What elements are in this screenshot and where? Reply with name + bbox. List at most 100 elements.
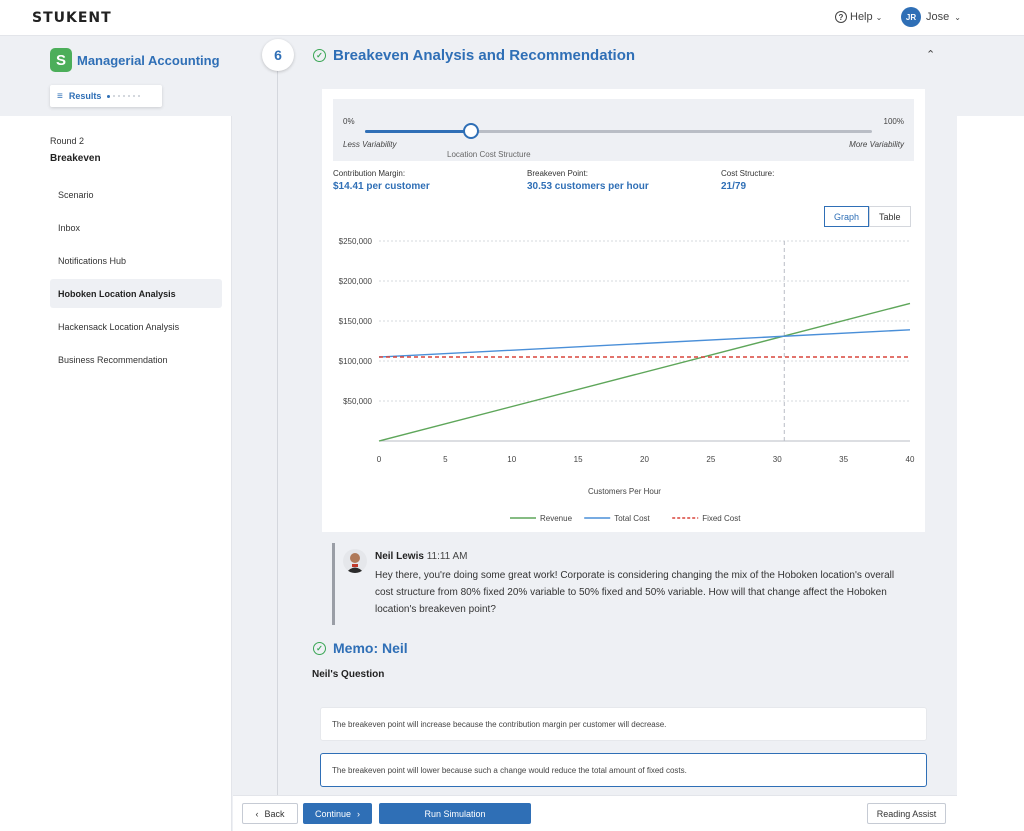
legend-label: Fixed Cost: [702, 514, 741, 523]
help-icon: ?: [835, 11, 847, 23]
user-name: Jose: [926, 11, 950, 23]
bottom-bar: ‹ Back Continue › Run Simulation Reading…: [233, 795, 957, 831]
main-content: 6 ✓ Breakeven Analysis and Recommendatio…: [233, 36, 957, 795]
slider-handle[interactable]: [463, 123, 480, 139]
chevron-left-icon: ‹: [255, 808, 259, 819]
graph-tab[interactable]: Graph: [824, 206, 870, 227]
legend-label: Revenue: [540, 514, 573, 523]
check-circle-icon: ✓: [313, 641, 326, 655]
sidebar: S Managerial Accounting ≡ Results Round …: [0, 36, 232, 831]
question-label: Neil's Question: [312, 669, 385, 680]
legend-label: Total Cost: [614, 514, 650, 523]
breakeven-point-value: 30.53 customers per hour: [527, 181, 649, 192]
chevron-right-icon: ›: [357, 808, 361, 819]
sidebar-item-hackensack-location-analysis[interactable]: Hackensack Location Analysis: [58, 321, 180, 332]
series-line-total-cost: [378, 329, 911, 358]
breakeven-point-label: Breakeven Point:: [527, 169, 588, 178]
memo-title: ✓ Memo: Neil: [313, 640, 408, 656]
x-tick-label: 20: [640, 455, 649, 464]
right-gutter: [957, 36, 1024, 831]
avatar: JR: [901, 7, 921, 27]
y-tick-label: $50,000: [343, 397, 372, 406]
x-tick-label: 35: [839, 455, 848, 464]
results-button[interactable]: ≡ Results: [50, 85, 162, 107]
slider-right-caption: More Variability: [849, 140, 904, 149]
reading-assist-button[interactable]: Reading Assist: [867, 803, 946, 824]
back-label: Back: [264, 808, 285, 819]
chevron-down-icon: ⌄: [954, 12, 961, 22]
cost-structure-slider: 0% 100% Less Variability More Variabilit…: [333, 99, 914, 161]
contribution-margin-value: $14.41 per customer: [333, 181, 430, 192]
x-tick-label: 0: [377, 455, 382, 464]
x-axis-label: Customers Per Hour: [588, 487, 661, 496]
help-menu[interactable]: ? Help ⌄: [835, 11, 882, 23]
author-avatar: [343, 549, 367, 573]
breakeven-point: Breakeven Point: 30.53 customers per hou…: [527, 169, 649, 192]
x-tick-label: 40: [906, 455, 915, 464]
step-rail: [277, 66, 278, 795]
check-circle-icon: ✓: [313, 49, 326, 62]
sidebar-nav: Scenario Inbox Notifications Hub Hoboken…: [50, 180, 222, 378]
view-toggle: Graph Table: [824, 206, 911, 227]
memo-title-text: Memo: Neil: [333, 640, 408, 656]
section-title[interactable]: ✓ Breakeven Analysis and Recommendation: [313, 47, 635, 64]
message-author: Neil Lewis: [375, 551, 424, 562]
y-tick-label: $150,000: [339, 317, 373, 326]
continue-label: Continue: [314, 808, 352, 819]
cost-structure-label: Cost Structure:: [721, 169, 775, 178]
x-tick-label: 30: [773, 455, 782, 464]
continue-button[interactable]: Continue ›: [303, 803, 372, 824]
course-title: Managerial Accounting: [77, 52, 220, 68]
slider-fill: [365, 130, 472, 133]
cost-structure-value: 21/79: [721, 181, 747, 192]
chevron-up-icon[interactable]: ⌃: [926, 49, 936, 61]
sidebar-item-notifications-hub[interactable]: Notifications Hub: [58, 255, 127, 266]
message-card: Neil Lewis 11:11 AM Hey there, you're do…: [332, 543, 916, 625]
run-simulation-button[interactable]: Run Simulation: [379, 803, 531, 824]
message-time: 11:11 AM: [426, 551, 468, 562]
analysis-card: 0% 100% Less Variability More Variabilit…: [322, 89, 925, 532]
x-tick-label: 15: [574, 455, 583, 464]
help-label: Help: [850, 11, 873, 23]
contribution-margin-label: Contribution Margin:: [333, 169, 406, 178]
course-brand[interactable]: S Managerial Accounting: [50, 48, 220, 72]
slider-max-label: 100%: [883, 117, 904, 126]
menu-icon: ≡: [57, 90, 63, 102]
sidebar-item-scenario[interactable]: Scenario: [58, 189, 94, 200]
chevron-down-icon: ⌄: [875, 12, 883, 22]
sidebar-item-business-recommendation[interactable]: Business Recommendation: [58, 354, 168, 365]
x-tick-label: 10: [507, 455, 516, 464]
y-tick-label: $200,000: [339, 277, 373, 286]
slider-track[interactable]: [365, 123, 872, 139]
top-bar: STUKENT ? Help ⌄ JR Jose ⌄: [0, 0, 1024, 36]
x-tick-label: 25: [706, 455, 715, 464]
table-tab[interactable]: Table: [869, 206, 911, 227]
round-title: Breakeven: [50, 153, 101, 164]
sidebar-item-inbox[interactable]: Inbox: [58, 222, 81, 233]
cost-structure: Cost Structure: 21/79: [721, 169, 774, 192]
course-logo-icon: S: [50, 48, 72, 72]
results-label: Results: [68, 91, 102, 101]
slider-left-caption: Less Variability: [343, 140, 397, 149]
slider-min-label: 0%: [343, 117, 355, 126]
sidebar-item-hoboken-location-analysis[interactable]: Hoboken Location Analysis: [50, 279, 222, 308]
answer-option-selected[interactable]: The breakeven point will lower because s…: [320, 753, 927, 787]
x-tick-label: 5: [443, 455, 448, 464]
breakeven-chart: $50,000 $100,000 $150,000 $200,000 $250,000 0…: [339, 237, 915, 523]
y-tick-label: $250,000: [339, 237, 373, 246]
section-title-text: Breakeven Analysis and Recommendation: [333, 47, 636, 64]
contribution-margin: Contribution Margin: $14.41 per customer: [333, 169, 430, 192]
back-button[interactable]: ‹ Back: [242, 803, 298, 824]
sidebar-header: S Managerial Accounting ≡ Results: [0, 36, 232, 116]
user-menu[interactable]: JR Jose ⌄: [901, 7, 961, 27]
answer-option[interactable]: The breakeven point will increase becaus…: [320, 707, 927, 741]
series-line-revenue: [378, 302, 911, 442]
slider-caption: Location Cost Structure: [447, 150, 531, 159]
message-body: Hey there, you're doing some great work!…: [375, 570, 895, 615]
progress-dots: [107, 94, 141, 98]
round-label: Round 2: [50, 136, 85, 146]
step-number: 6: [262, 39, 294, 71]
y-tick-label: $100,000: [339, 357, 373, 366]
stukent-logo[interactable]: STUKENT: [32, 10, 112, 26]
message-header: Neil Lewis 11:11 AM: [375, 551, 467, 562]
